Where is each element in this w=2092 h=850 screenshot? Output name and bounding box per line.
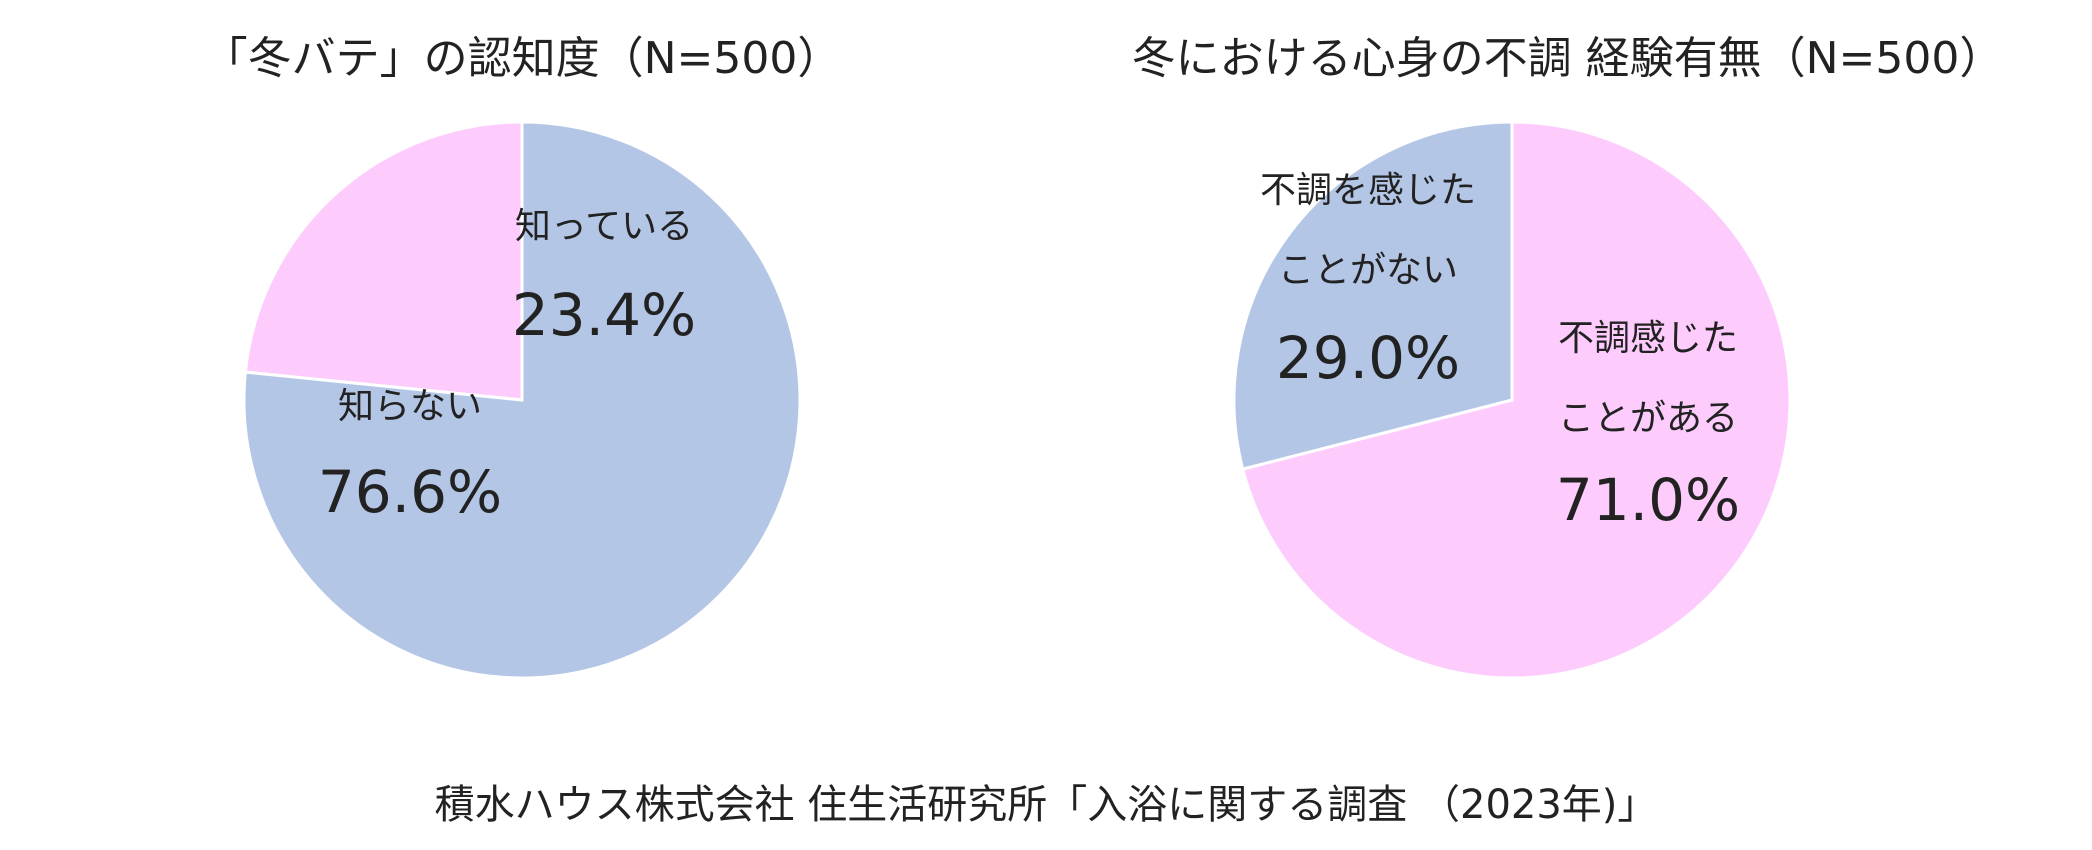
- source-note: 積水ハウス株式会社 住生活研究所「入浴に関する調査 （2023年)」: [434, 782, 1658, 828]
- pie-1-slice-0: [1240, 120, 1792, 680]
- pie-0-slice-1: [242, 120, 802, 680]
- pie-0-slice-0-label: 知っている: [515, 206, 693, 247]
- pie-1-slice-1-label: 不調を感じた: [1260, 170, 1476, 211]
- pie-1-slice-0-label: 不調感じた: [1558, 318, 1738, 359]
- pie-0-slice-1-label: 知らない: [338, 386, 482, 427]
- pie-0-slice-0: [243, 120, 524, 402]
- pie-1-slice-1: [1232, 120, 1514, 471]
- pie-1-slice-0-value: 71.0%: [1556, 466, 1740, 534]
- pie-0-slice-1-value: 76.6%: [318, 458, 502, 526]
- pie-1-slice-0-label: ことがある: [1558, 398, 1738, 439]
- chart-title-awareness: 「冬バテ」の認知度（N=500）: [203, 33, 842, 84]
- pie-0-slice-0-value: 23.4%: [512, 281, 696, 349]
- chart-title-experience: 冬における心身の不調 経験有無（N=500）: [1131, 33, 2004, 84]
- pie-1-slice-1-value: 29.0%: [1276, 324, 1460, 392]
- pie-1-slice-1-label: ことがない: [1278, 250, 1458, 291]
